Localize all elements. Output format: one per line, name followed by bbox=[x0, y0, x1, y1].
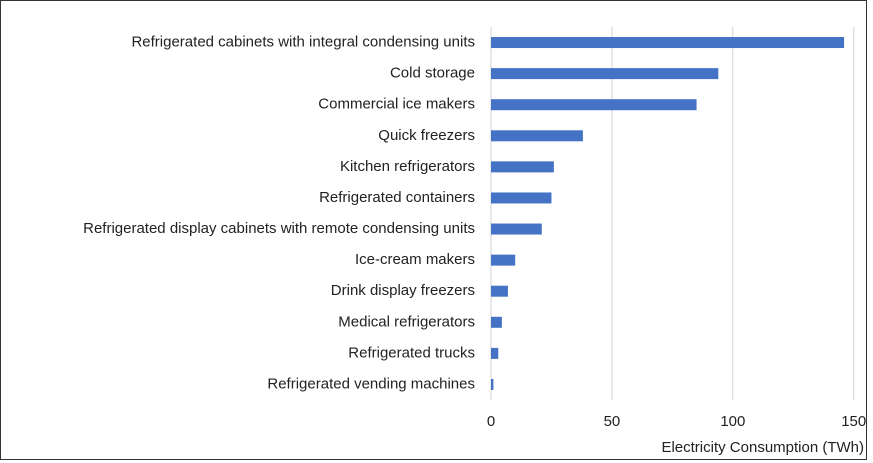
bar bbox=[491, 285, 508, 297]
bar bbox=[491, 254, 516, 266]
bar bbox=[491, 223, 542, 235]
y-tick-label: Cold storage bbox=[390, 65, 475, 82]
y-tick-label: Refrigerated trucks bbox=[348, 344, 475, 361]
y-tick-label: Medical refrigerators bbox=[338, 313, 475, 330]
x-tick-label: 50 bbox=[604, 413, 621, 430]
x-tick-label: 150 bbox=[841, 413, 866, 430]
x-axis-label: Electricity Consumption (TWh) bbox=[661, 439, 864, 456]
y-tick-label: Refrigerated vending machines bbox=[267, 375, 475, 392]
y-tick-label: Refrigerated containers bbox=[319, 189, 475, 206]
y-tick-label: Drink display freezers bbox=[331, 282, 475, 299]
y-tick-label: Kitchen refrigerators bbox=[340, 158, 475, 175]
bar bbox=[491, 192, 552, 204]
bar bbox=[491, 130, 583, 142]
bar bbox=[491, 347, 499, 359]
y-tick-label: Ice-cream makers bbox=[355, 251, 475, 268]
bar bbox=[491, 378, 494, 390]
y-tick-label: Quick freezers bbox=[378, 127, 475, 144]
y-tick-label: Refrigerated display cabinets with remot… bbox=[83, 220, 475, 237]
y-tick-label: Commercial ice makers bbox=[318, 96, 475, 113]
y-tick-label: Refrigerated cabinets with integral cond… bbox=[131, 34, 475, 51]
bar bbox=[491, 37, 845, 49]
x-tick-label: 100 bbox=[720, 413, 745, 430]
bar bbox=[491, 68, 719, 80]
bar bbox=[491, 99, 697, 111]
bar bbox=[491, 161, 554, 173]
x-tick-label: 0 bbox=[487, 413, 495, 430]
bar bbox=[491, 316, 502, 328]
